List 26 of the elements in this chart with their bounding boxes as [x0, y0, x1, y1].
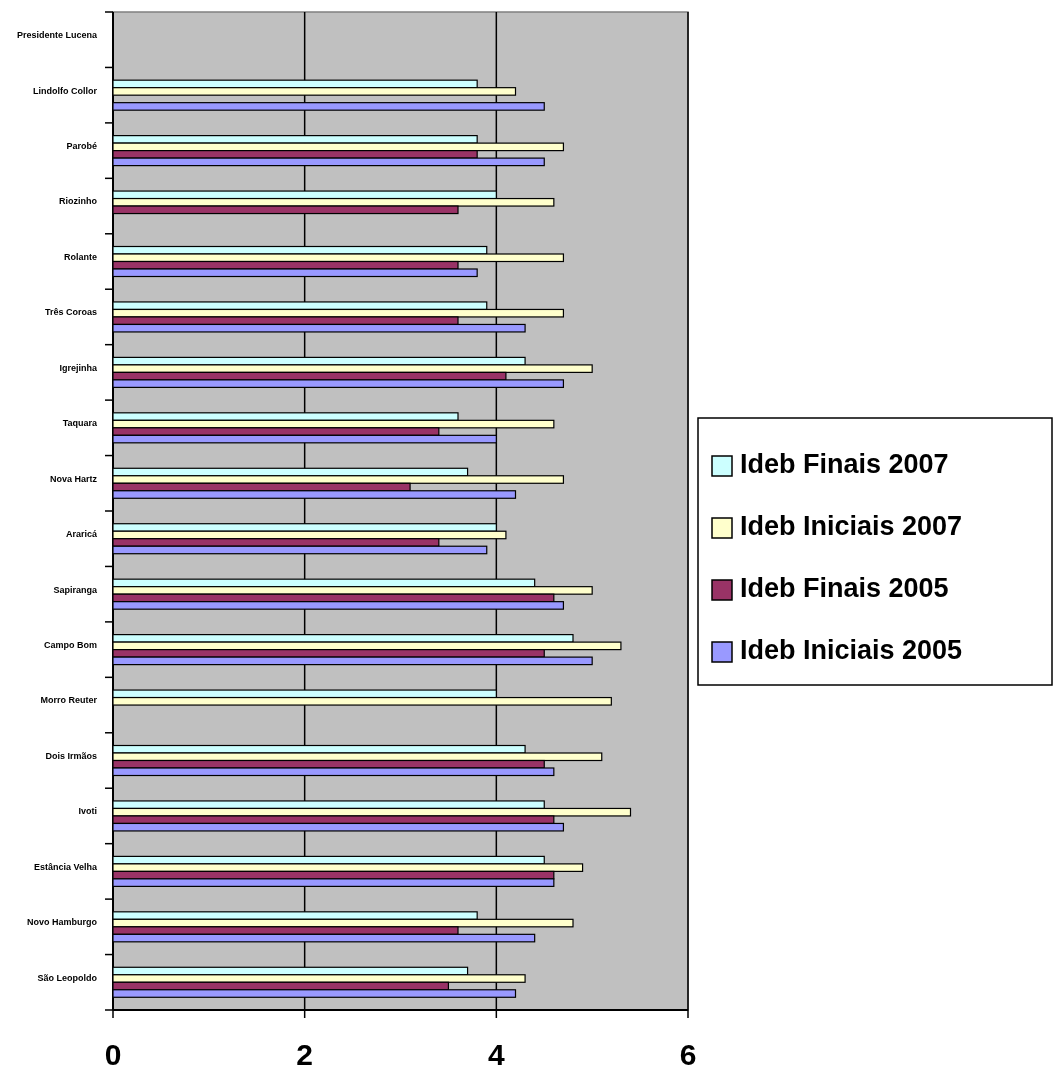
y-tick-label: Taquara [62, 418, 98, 429]
y-tick-label: São Leopoldo [37, 972, 98, 983]
y-tick-label: Nova Hartz [49, 473, 98, 484]
x-tick-label: 6 [679, 1038, 697, 1071]
legend-label: Ideb Iniciais 2007 [740, 511, 963, 542]
x-tick-label: 2 [296, 1038, 314, 1071]
legend-label: Ideb Finais 2007 [740, 449, 949, 480]
y-tick-label: Novo Hamburgo [26, 917, 98, 928]
y-tick-label: Igrejinha [59, 362, 98, 373]
y-tick-label: Três Coroas [44, 307, 97, 318]
y-tick-label: Riozinho [59, 196, 98, 207]
x-tick-label: 0 [104, 1038, 122, 1071]
y-tick-label: Rolante [63, 251, 97, 262]
y-tick-label: Presidente Lucena [16, 30, 98, 41]
legend-label: Ideb Iniciais 2005 [740, 635, 963, 666]
y-tick-label: Morro Reuter [40, 695, 98, 706]
y-tick-label: Dois Irmãos [45, 750, 97, 761]
y-tick-label: Sapiranga [53, 584, 98, 595]
y-tick-label: Campo Bom [43, 639, 97, 650]
y-tick-label: Estância Velha [33, 861, 98, 872]
legend-label: Ideb Finais 2005 [740, 573, 949, 604]
y-tick-label: Araricá [65, 529, 98, 540]
y-tick-label: Parobé [66, 140, 97, 151]
y-tick-label: Lindolfo Collor [33, 85, 98, 96]
y-tick-label: Ivoti [78, 806, 97, 817]
x-tick-label: 4 [487, 1038, 505, 1071]
